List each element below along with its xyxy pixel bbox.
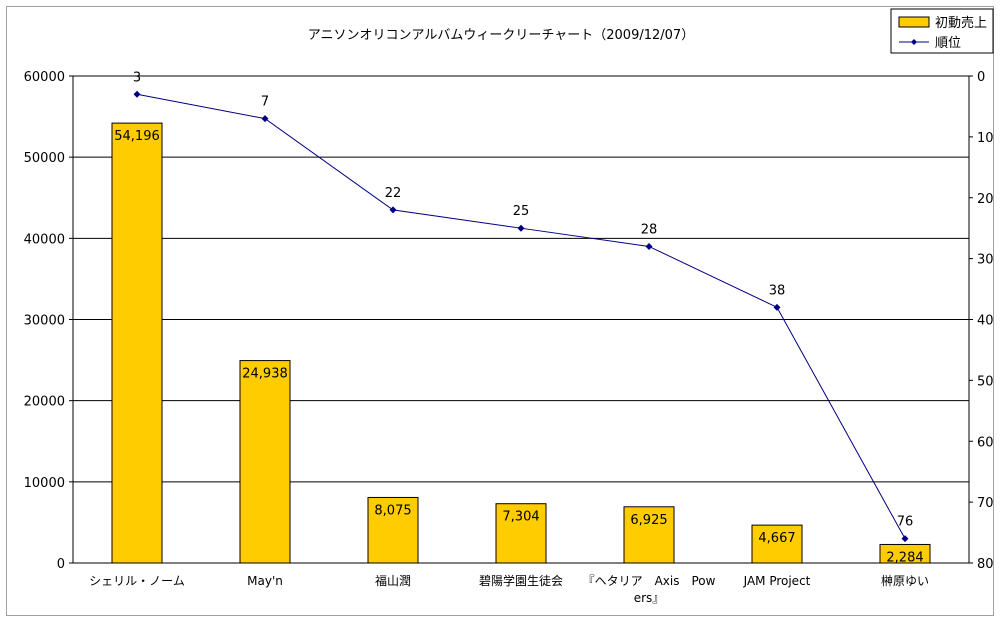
left-axis-tick-label: 60000: [24, 70, 65, 85]
chart-title: アニソンオリコンアルバムウィークリーチャート（2009/12/07）: [308, 28, 694, 43]
plot-area: 0 10000 20000 30000 40000 50000 60000 0 10 20 30 40…: [24, 70, 994, 605]
bar: [239, 360, 291, 564]
category-label: 碧陽学園生徒会: [479, 573, 563, 588]
legend: 初動売上 順位: [890, 8, 994, 54]
legend-bar-swatch: [898, 16, 930, 28]
rank-marker: [517, 224, 525, 232]
bar: [623, 506, 675, 564]
bar-value-label: 54,196: [114, 129, 160, 144]
legend-label-line-series: 順位: [935, 36, 961, 51]
rank-value-label: 76: [897, 515, 914, 530]
bar: [751, 524, 803, 564]
rank-marker: [773, 303, 781, 311]
legend-line-marker: [911, 39, 917, 45]
right-axis-tick-label: 0: [977, 70, 985, 85]
bar: [367, 496, 419, 564]
right-axis-tick-label: 60: [977, 435, 994, 450]
legend-box: [890, 8, 994, 54]
chart-svg: アニソンオリコンアルバムウィークリーチャート（2009/12/07） 01000…: [24, 8, 994, 605]
chart-area: アニソンオリコンアルバムウィークリーチャート（2009/12/07） 0 1000…: [6, 6, 994, 616]
bar: [879, 543, 931, 564]
bar-value-label: 8,075: [374, 503, 411, 518]
bar-value-label: 24,938: [242, 367, 288, 382]
right-axis-tick-label: 80: [977, 557, 994, 572]
rank-value-label: 3: [133, 70, 141, 85]
rank-marker: [389, 206, 397, 214]
right-axis-tick-label: 30: [977, 253, 994, 268]
bar: [111, 122, 163, 564]
bar-value-label: 7,304: [502, 510, 539, 525]
legend-label-bar-series: 初動売上: [935, 15, 987, 31]
right-axis-tick-label: 20: [977, 192, 994, 207]
bar-value-label: 2,284: [886, 550, 923, 565]
left-axis-tick-label: 40000: [24, 232, 65, 247]
right-axis-tick-label: 50: [977, 374, 994, 389]
right-axis-tick-label: 40: [977, 314, 994, 329]
right-axis-tick-label: 10: [977, 131, 994, 146]
rank-value-label: 38: [769, 283, 786, 298]
left-axis-tick-label: 10000: [24, 476, 65, 491]
category-label: JAM Project: [743, 574, 811, 588]
rank-value-label: 22: [385, 186, 402, 201]
category-label: 『ヘタリア Axis Pow: [583, 574, 716, 588]
category-label: 榊原ゆい: [881, 574, 929, 588]
category-label: ers』: [634, 591, 665, 605]
left-axis-tick-label: 30000: [24, 314, 65, 329]
category-label: 福山潤: [375, 573, 411, 588]
category-label: May'n: [247, 574, 283, 588]
rank-value-label: 25: [513, 204, 530, 219]
rank-value-label: 28: [641, 222, 658, 237]
rank-marker: [645, 242, 653, 250]
bar: [495, 503, 547, 564]
rank-marker: [133, 90, 141, 98]
left-axis-tick-label: 0: [57, 557, 65, 572]
bar-value-label: 4,667: [758, 531, 795, 546]
rank-value-label: 7: [261, 95, 269, 110]
rank-marker: [901, 535, 909, 543]
left-axis-tick-label: 20000: [24, 395, 65, 410]
category-label: シェリル・ノーム: [89, 574, 185, 588]
rank-marker: [261, 115, 269, 123]
bar-value-label: 6,925: [630, 513, 667, 528]
right-axis-tick-label: 70: [977, 496, 994, 511]
left-axis-tick-label: 50000: [24, 151, 65, 166]
